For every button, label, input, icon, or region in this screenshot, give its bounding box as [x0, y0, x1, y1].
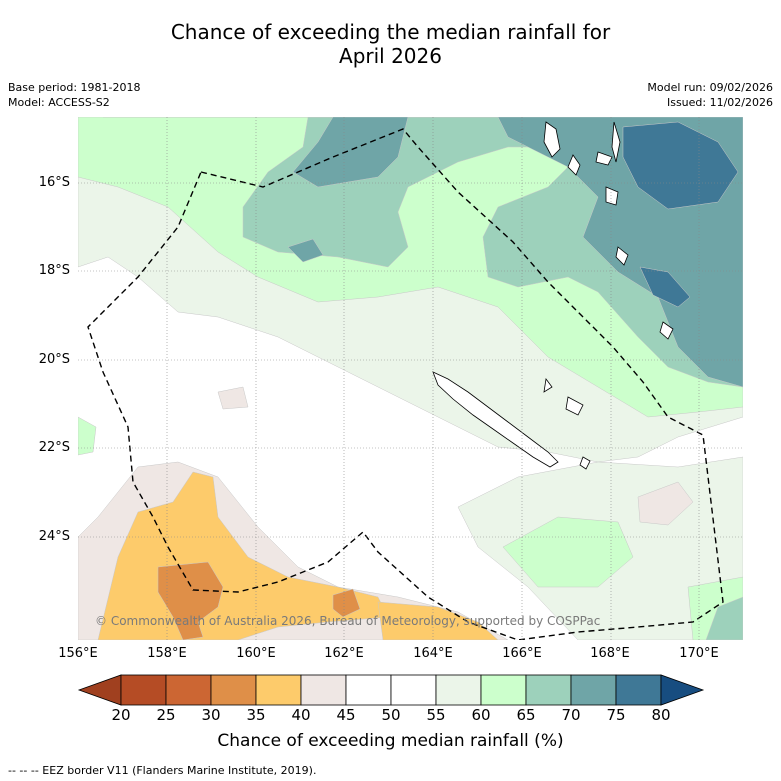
model-name: Model: ACCESS-S2: [8, 96, 110, 109]
lon-label-166e: 166°E: [502, 646, 542, 661]
colorbar-bin: [120, 674, 167, 706]
colorbar-bin: [615, 674, 662, 706]
region-35-40-b: [377, 601, 499, 640]
colorbar-bin: [435, 674, 482, 706]
region-60-65-west: [78, 416, 97, 456]
colorbar-tick: 50: [381, 706, 401, 724]
region-70-75-c: [287, 238, 324, 263]
colorbar-label: Chance of exceeding median rainfall (%): [217, 731, 564, 751]
colorbar-extend-low: [77, 674, 122, 706]
colorbar-tick: 25: [156, 706, 176, 724]
lon-label-162e: 162°E: [324, 646, 364, 661]
colorbar-tick: 20: [111, 706, 131, 724]
model-run: Model run: 09/02/2026: [647, 81, 773, 94]
colorbar: [77, 674, 705, 706]
lat-label-16s: 16°S: [38, 175, 70, 190]
region-75-80: [622, 121, 739, 210]
region-65-70-c: [705, 596, 743, 640]
chart-title: Chance of exceeding the median rainfall …: [0, 20, 781, 68]
colorbar-tick: 60: [471, 706, 491, 724]
colorbar-tick: 55: [426, 706, 446, 724]
meta-right: Model run: 09/02/2026 Issued: 11/02/2026: [647, 80, 773, 110]
lon-label-170e: 170°E: [679, 646, 719, 661]
vanuatu-islands: [543, 121, 674, 340]
region-60-65-south: [502, 516, 634, 588]
region-40-45-b: [217, 386, 249, 410]
base-period: Base period: 1981-2018: [8, 81, 141, 94]
colorbar-bin: [165, 674, 212, 706]
colorbar-bin: [255, 674, 302, 706]
meta-left: Base period: 1981-2018 Model: ACCESS-S2: [8, 80, 140, 110]
graticule: [78, 117, 743, 640]
lon-label-156e: 156°E: [58, 646, 98, 661]
lon-label-160e: 160°E: [236, 646, 276, 661]
lat-label-18s: 18°S: [38, 263, 70, 278]
colorbar-extend-high: [660, 674, 705, 706]
colorbar-tick: 80: [651, 706, 671, 724]
title-line-1: Chance of exceeding the median rainfall …: [170, 20, 611, 44]
region-70-75: [292, 117, 409, 188]
lat-label-24s: 24°S: [38, 529, 70, 544]
rainfall-map: [78, 117, 743, 640]
colorbar-tick: 75: [606, 706, 626, 724]
colorbar-bin: [210, 674, 257, 706]
colorbar-tick: 70: [561, 706, 581, 724]
colorbar-bin: [570, 674, 617, 706]
colorbar-tick: 45: [336, 706, 356, 724]
colorbar-bin: [300, 674, 347, 706]
colorbar-bin: [390, 674, 437, 706]
colorbar-tick: 30: [201, 706, 221, 724]
region-30-35-b: [332, 588, 361, 618]
lat-label-20s: 20°S: [38, 352, 70, 367]
loyalty-islands: [543, 377, 591, 470]
lon-label-164e: 164°E: [413, 646, 453, 661]
lon-label-168e: 168°E: [590, 646, 630, 661]
title-line-2: April 2026: [339, 44, 442, 68]
new-caledonia-coast: [432, 371, 559, 468]
issued-date: Issued: 11/02/2026: [666, 96, 773, 109]
colorbar-bin: [480, 674, 527, 706]
colorbar-bin: [345, 674, 392, 706]
colorbar-tick: 35: [246, 706, 266, 724]
colorbar-bin: [525, 674, 572, 706]
region-30-35: [157, 561, 224, 640]
copyright-watermark: © Commonwealth of Australia 2026, Bureau…: [95, 614, 601, 628]
lon-label-158e: 158°E: [147, 646, 187, 661]
colorbar-tick: 65: [516, 706, 536, 724]
region-40-45-c: [637, 481, 694, 526]
lat-label-22s: 22°S: [38, 440, 70, 455]
colorbar-tick: 40: [291, 706, 311, 724]
eez-footnote: -- -- -- EEZ border V11 (Flanders Marine…: [8, 764, 317, 777]
